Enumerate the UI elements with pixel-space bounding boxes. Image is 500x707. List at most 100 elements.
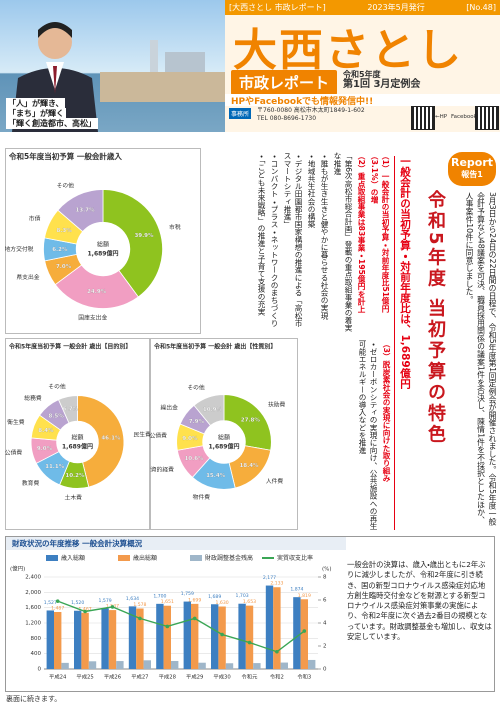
slice-value: 8.3% <box>56 228 72 234</box>
bar-value-label: 1,759 <box>181 591 194 597</box>
pie-chart: 令和5年度当初予算 一般会計 歳出【目的別】民生費 46.1% 土木費 10.2% 教育… <box>5 338 150 530</box>
slice-label: 投資的経費 <box>150 465 174 473</box>
sns-notice: HPやFacebookでも情報発信中!! <box>225 94 500 107</box>
slice-value: 27.8% <box>241 417 261 423</box>
bar <box>74 610 82 669</box>
bar <box>183 601 192 669</box>
point: ・コンパクト・プラス・ネットワークのまちづくり <box>270 152 279 327</box>
y-tick-label: 800 <box>31 636 42 642</box>
chart-title: 令和5年度当初予算 一般会計 歳出【目的別】 <box>8 343 131 351</box>
tel: TEL 080-8696-1730 <box>257 115 317 122</box>
bar-value-label: 1,487 <box>51 605 64 611</box>
bar <box>238 603 246 669</box>
slice-value: 6.2% <box>52 247 68 253</box>
bar <box>245 605 254 669</box>
bar <box>61 662 69 669</box>
issue-no: [No.48] <box>466 3 496 12</box>
slice-value: 10.2% <box>65 473 85 479</box>
slice-value: 18.4% <box>239 463 259 469</box>
slice-label: その他 <box>57 181 75 189</box>
pie-slice <box>223 394 272 451</box>
x-tick-label: 平成29 <box>186 673 203 681</box>
line-point <box>165 624 170 629</box>
legend-swatch <box>190 555 202 561</box>
line-point <box>275 649 279 654</box>
bar-value-label: 1,703 <box>236 593 249 599</box>
hp-label: ←HP <box>435 114 448 120</box>
axis-unit: (%) <box>322 567 332 573</box>
address: 〒760-0080 高松市木太町1849-1-602 <box>257 107 365 114</box>
bar-value-label: 1,578 <box>133 602 146 608</box>
point: （3）脱炭素社会の実現に向けた取り組み <box>382 340 391 483</box>
bar-value-label: 2,133 <box>270 581 283 587</box>
qr-facebook[interactable] <box>475 106 499 130</box>
slice-value: 46.1% <box>101 435 121 441</box>
session-year: 令和5年度 <box>343 70 381 79</box>
badge-text: Report <box>450 156 494 169</box>
point: ・デジタル田園都市国家構想の推進による「高松市スマートシティ推進」 <box>283 152 303 327</box>
x-tick-label: 令和3 <box>297 673 311 681</box>
bar <box>81 612 89 669</box>
report-heading: 令和5年度 当初予算の特色 <box>425 190 446 446</box>
x-tick-label: 令和元 <box>242 673 259 681</box>
bar <box>163 605 171 669</box>
bar <box>307 659 316 669</box>
x-tick-label: 平成26 <box>104 673 122 681</box>
y-tick-label: 400 <box>31 651 42 657</box>
slice-label: 市税 <box>169 223 181 231</box>
slice-label: その他 <box>187 383 205 391</box>
points-list: （1）一般会計の当初予算・対前年度比51億円（3.1%）の増 （2）重点取組事業は… <box>205 152 391 332</box>
pie-slice <box>58 395 78 424</box>
fb-label: Facebook→ <box>451 114 482 120</box>
slice-value: 24.9% <box>87 289 107 295</box>
bar <box>300 599 308 669</box>
bar <box>108 610 117 669</box>
bar-value-label: 1,579 <box>99 598 112 604</box>
line-point <box>110 605 115 609</box>
bar <box>253 663 261 669</box>
x-tick-label: 令和2 <box>270 673 284 681</box>
slice-value: 9.0% <box>182 436 198 442</box>
bar <box>280 662 288 669</box>
bar-value-label: 1,527 <box>44 600 57 606</box>
slice-value: 8.5% <box>49 414 65 420</box>
report-title: 市政レポート <box>231 70 338 95</box>
bar <box>101 608 109 669</box>
bar <box>46 610 55 669</box>
bar <box>265 585 274 669</box>
line-point <box>220 632 224 637</box>
center-title: 総額 <box>218 434 230 442</box>
chart-title: 令和5年度当初予算 一般会計歳入 <box>9 151 122 161</box>
line-point <box>247 640 252 645</box>
slice-label: 民生費 <box>133 431 150 439</box>
y2-tick-label: 2 <box>323 644 327 650</box>
bar-value-label: 1,874 <box>290 587 303 593</box>
title-band <box>6 537 346 550</box>
bar-value-label: 1,689 <box>208 594 221 600</box>
qr-hp[interactable] <box>411 106 435 130</box>
x-tick-label: 平成27 <box>131 673 148 681</box>
highlight: 一般会計の当初予算・対前年度比は、1,689億円 <box>394 156 413 530</box>
slice-label: 市債 <box>29 214 41 222</box>
slice-value: 10.9% <box>203 407 223 413</box>
slice-label: 県支出金 <box>16 273 39 281</box>
center-value: 1,689億円 <box>62 443 93 451</box>
x-tick-label: 平成30 <box>213 673 231 681</box>
slice-label: 土木費 <box>65 494 83 502</box>
series-label: [大西さとし 市政レポート] <box>229 3 326 12</box>
point: （2）重点取組事業は83事業・195億円を計上 <box>357 152 366 313</box>
point: （1）一般会計の当初予算・対前年度比51億円（3.1%）の増 <box>370 152 390 313</box>
bar-value-label: 1,819 <box>298 593 311 599</box>
center-title: 総額 <box>97 241 109 249</box>
line-point <box>83 609 87 614</box>
slice-value: 15.4% <box>206 473 226 479</box>
slice-value: 6.7% <box>63 407 79 413</box>
line-point <box>192 616 197 621</box>
slice-label: 国庫支出金 <box>78 313 107 321</box>
slice-value: 7.0% <box>56 264 72 270</box>
bar <box>128 606 137 669</box>
y-tick-label: 0 <box>38 667 42 673</box>
y-tick-label: 1,200 <box>25 621 41 627</box>
